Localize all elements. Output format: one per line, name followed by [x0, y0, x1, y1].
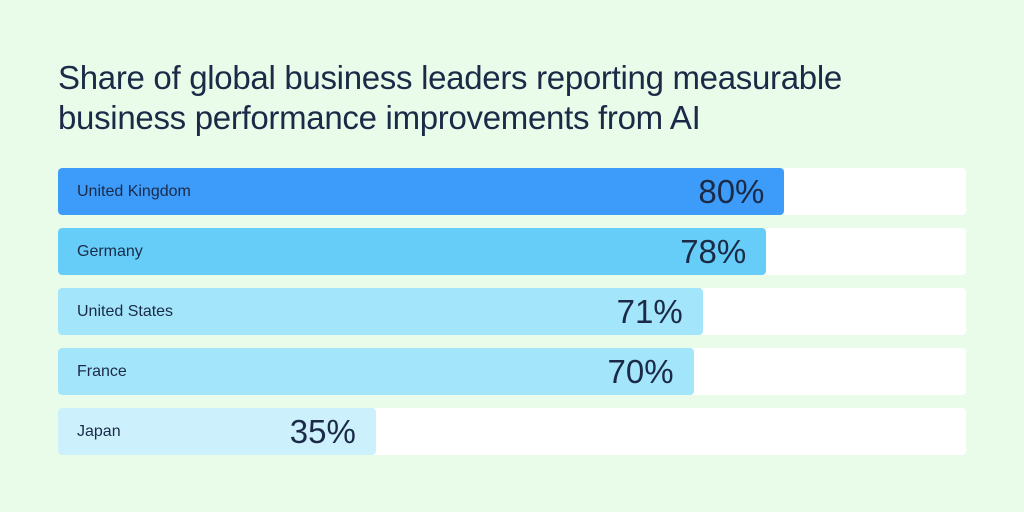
bar-track: Japan 35% [58, 408, 966, 455]
chart-title: Share of global business leaders reporti… [58, 59, 842, 136]
category-label: Japan [77, 423, 121, 440]
bar-track: France 70% [58, 348, 966, 395]
bar [58, 168, 785, 215]
category-label: France [77, 363, 127, 380]
category-label: Germany [77, 243, 143, 260]
value-label: 71% [616, 293, 683, 330]
bar-track: United States 71% [58, 288, 966, 335]
bar-chart: United Kingdom 80% Germany 78% United States… [58, 168, 966, 468]
value-label: 70% [607, 353, 674, 390]
bar [58, 228, 767, 275]
bar [58, 408, 376, 455]
value-label: 35% [289, 413, 356, 450]
bar-track: United Kingdom 80% [58, 168, 966, 215]
bar [58, 348, 694, 395]
bar [58, 288, 703, 335]
value-label: 78% [680, 233, 747, 270]
value-label: 80% [698, 173, 765, 210]
bar-track: Germany 78% [58, 228, 966, 275]
category-label: United Kingdom [77, 183, 191, 200]
category-label: United States [77, 303, 174, 320]
